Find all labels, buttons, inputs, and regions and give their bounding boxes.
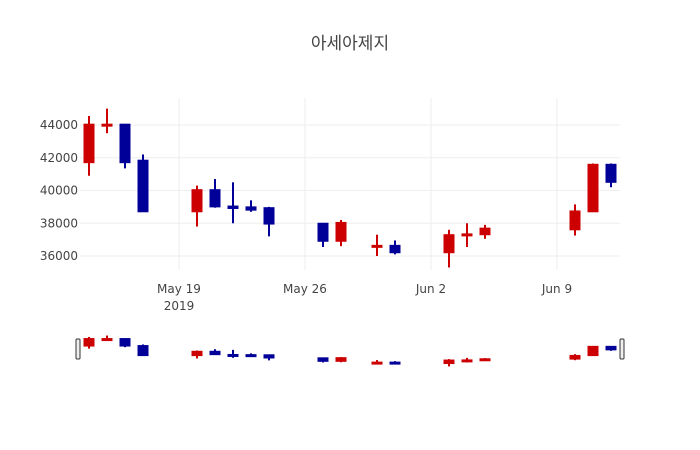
candle xyxy=(83,115,95,176)
candle xyxy=(119,338,131,348)
candle xyxy=(335,357,347,363)
candle xyxy=(569,354,581,361)
candle xyxy=(101,108,113,134)
y-tick-label: 36000 xyxy=(40,249,78,263)
x-axis: May 19 2019 May 26 Jun 2 Jun 9 xyxy=(157,282,572,313)
candle xyxy=(605,163,617,188)
candle xyxy=(227,182,239,224)
candle xyxy=(317,357,329,363)
candle xyxy=(461,223,473,247)
candle xyxy=(137,344,149,357)
y-tick-label: 40000 xyxy=(40,184,78,198)
y-tick-label: 38000 xyxy=(40,216,78,230)
candle xyxy=(209,349,221,356)
chart-title: 아세아제지 xyxy=(311,34,389,54)
y-tick-label: 44000 xyxy=(40,118,78,132)
x-tick-label: May 26 xyxy=(283,282,327,296)
candle xyxy=(371,360,383,365)
range-slider-left-handle[interactable] xyxy=(75,338,81,360)
gridlines xyxy=(80,98,620,270)
candle xyxy=(443,229,455,268)
candle xyxy=(479,358,491,362)
x-tick-label: Jun 2 xyxy=(415,282,446,296)
candle xyxy=(101,335,113,342)
candle xyxy=(263,354,275,361)
candle xyxy=(605,345,617,351)
candle xyxy=(587,163,599,213)
candle xyxy=(227,349,239,358)
candle xyxy=(209,179,221,208)
candle xyxy=(263,206,275,237)
candle xyxy=(389,361,401,365)
y-axis: 36000 38000 40000 42000 44000 xyxy=(40,118,78,263)
candle xyxy=(443,359,455,367)
candle xyxy=(587,345,599,357)
candle xyxy=(317,222,329,247)
candle xyxy=(245,353,257,358)
x-tick-label: 2019 xyxy=(164,299,195,313)
candle xyxy=(371,234,383,256)
candle xyxy=(119,123,131,169)
candle xyxy=(191,185,203,227)
candle xyxy=(461,357,473,363)
candle xyxy=(569,204,581,236)
candle xyxy=(335,219,347,247)
candle xyxy=(137,154,149,213)
y-tick-label: 42000 xyxy=(40,151,78,165)
range-slider[interactable] xyxy=(75,335,625,367)
candle xyxy=(191,350,203,359)
x-tick-label: Jun 9 xyxy=(541,282,572,296)
candle xyxy=(245,200,257,212)
candle xyxy=(479,224,491,239)
candle xyxy=(83,336,95,349)
candlestick-series xyxy=(83,108,617,268)
range-slider-right-handle[interactable] xyxy=(619,338,625,360)
candle xyxy=(389,240,401,255)
x-tick-label: May 19 xyxy=(157,282,201,296)
